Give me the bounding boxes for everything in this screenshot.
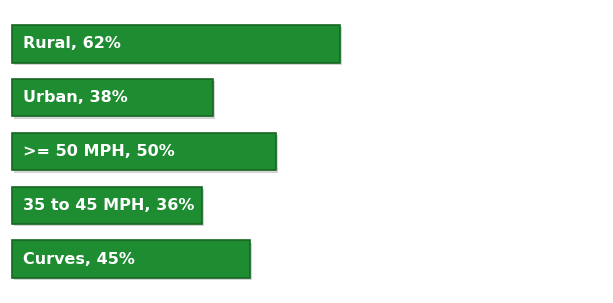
Text: Rural, 62%: Rural, 62% [23, 36, 121, 51]
FancyBboxPatch shape [14, 135, 278, 172]
FancyBboxPatch shape [12, 25, 340, 63]
FancyBboxPatch shape [12, 79, 213, 116]
Text: >= 50 MPH, 50%: >= 50 MPH, 50% [23, 144, 175, 159]
FancyBboxPatch shape [14, 27, 341, 65]
FancyBboxPatch shape [12, 133, 276, 170]
Text: Urban, 38%: Urban, 38% [23, 90, 128, 105]
FancyBboxPatch shape [14, 189, 204, 226]
FancyBboxPatch shape [14, 242, 252, 280]
FancyBboxPatch shape [14, 81, 215, 119]
Text: Curves, 45%: Curves, 45% [23, 252, 135, 267]
Text: 35 to 45 MPH, 36%: 35 to 45 MPH, 36% [23, 198, 194, 213]
FancyBboxPatch shape [12, 240, 250, 278]
FancyBboxPatch shape [12, 187, 202, 224]
